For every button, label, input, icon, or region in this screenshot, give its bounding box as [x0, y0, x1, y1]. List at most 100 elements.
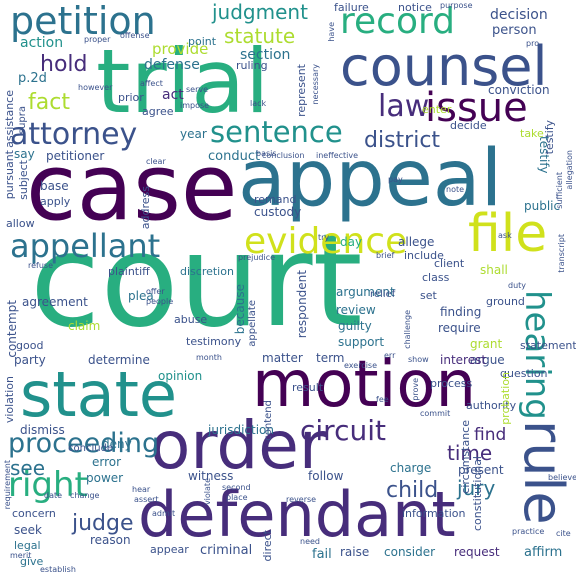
word-allegation: allegation [565, 150, 574, 190]
word-ask: ask [498, 231, 512, 240]
word-plea: plea [128, 289, 154, 303]
word-argue: argue [470, 353, 505, 367]
word-raise: raise [340, 545, 370, 559]
word-consider: consider [384, 545, 436, 559]
word-constitutional: constitutional [471, 456, 484, 532]
word-point: point [188, 35, 217, 48]
word-pay: pay [388, 175, 403, 184]
word-action: action [20, 35, 64, 51]
word-conclude: conclude [68, 443, 114, 454]
word-remand: remand [254, 193, 297, 206]
word-claim: claim [68, 319, 101, 333]
word-appellate: appellate [247, 300, 258, 347]
word-charge: charge [390, 461, 432, 475]
word-reason: reason [90, 533, 131, 547]
word-request: request [454, 545, 500, 559]
word-district: district [364, 128, 441, 153]
word-supra: supra [17, 106, 28, 135]
word-basis: basis [256, 149, 277, 158]
word-affect: affect [140, 79, 163, 88]
word-defense: defense [144, 57, 200, 73]
word-conviction: conviction [488, 83, 550, 97]
word-time: time [447, 441, 493, 465]
word-address: address [139, 186, 152, 230]
word-base: base [40, 179, 69, 193]
word-believe: believe [548, 473, 576, 482]
word-lack: lack [250, 99, 267, 108]
word-however: however [78, 83, 113, 92]
word-determine: determine [88, 353, 150, 367]
word-ruling: ruling [236, 59, 268, 72]
word-information: information [402, 507, 466, 520]
word-fact: fact [28, 90, 70, 115]
word-place: place [226, 493, 248, 502]
word-term: term [316, 351, 345, 365]
word-fee: fee [376, 395, 389, 404]
word-date: date [44, 491, 63, 500]
word-prove: prove [411, 378, 420, 401]
word-impose: impose [180, 101, 210, 110]
word-people: people [146, 297, 174, 306]
word-affirm: affirm [524, 545, 563, 560]
word-require: require [438, 321, 481, 335]
word-process: process [430, 377, 473, 390]
word-agreement: agreement [22, 295, 88, 309]
word-hear: hear [132, 485, 151, 494]
word-interest: interest [440, 353, 487, 367]
word-conduct: conduct [208, 149, 261, 164]
word-section: section [240, 47, 291, 63]
word-circumstance: circumstance [459, 420, 472, 494]
word-evidence: evidence [244, 221, 408, 262]
word-subject: subject [17, 160, 30, 200]
word-show: show [408, 355, 429, 364]
word-fail: fail [312, 547, 332, 562]
word-authority: authority [466, 399, 517, 412]
word-prejudice: prejudice [238, 253, 276, 262]
word-include: include [404, 249, 444, 262]
word-necessary: necessary [311, 64, 320, 105]
word-month: month [196, 353, 222, 362]
word-question: question [500, 367, 548, 380]
word-appeal: appeal [238, 134, 503, 224]
word-conclusion: conclusion [262, 151, 305, 160]
word-establish: establish [40, 565, 76, 574]
word-admit: admit [152, 509, 176, 518]
word-court: court [30, 207, 363, 356]
word-serve: serve [186, 85, 209, 94]
word-review: review [336, 303, 376, 317]
word-testify: testify [537, 136, 551, 174]
word-practice: practice [512, 527, 545, 536]
word-cite: cite [556, 529, 571, 538]
word-abuse: abuse [174, 313, 208, 326]
word-result: result [292, 381, 324, 394]
word-jury: jury [457, 476, 496, 500]
word-shall: shall [480, 263, 508, 277]
word-purpose: purpose [440, 1, 473, 10]
word-enter: enter [422, 103, 452, 116]
word-jurisdiction: jurisdiction [208, 423, 274, 437]
word-criminal: criminal [200, 543, 253, 558]
word-petitioner: petitioner [46, 149, 105, 163]
word-good: good [16, 339, 44, 352]
word-argument: argument [336, 285, 395, 299]
word-client: client [434, 257, 465, 270]
word-proceeding: proceeding [8, 428, 160, 459]
word-notice: notice [398, 1, 432, 14]
word-allow: allow [6, 217, 35, 230]
word-error: error [92, 455, 122, 469]
word-grant: grant [470, 337, 503, 351]
word-present: present [458, 463, 504, 477]
word-set: set [420, 289, 437, 302]
word-note: note [446, 185, 465, 194]
word-ground: ground [486, 295, 525, 308]
word-p2d: p.2d [18, 71, 47, 86]
word-concern: concern [12, 507, 56, 520]
word-year: year [180, 127, 207, 141]
word-party: party [14, 353, 46, 367]
word-allege: allege [398, 235, 435, 249]
word-judgment: judgment [212, 0, 308, 24]
word-rule: rule [512, 420, 575, 525]
word-class: class [422, 271, 450, 284]
word-offense: offense [120, 31, 150, 40]
